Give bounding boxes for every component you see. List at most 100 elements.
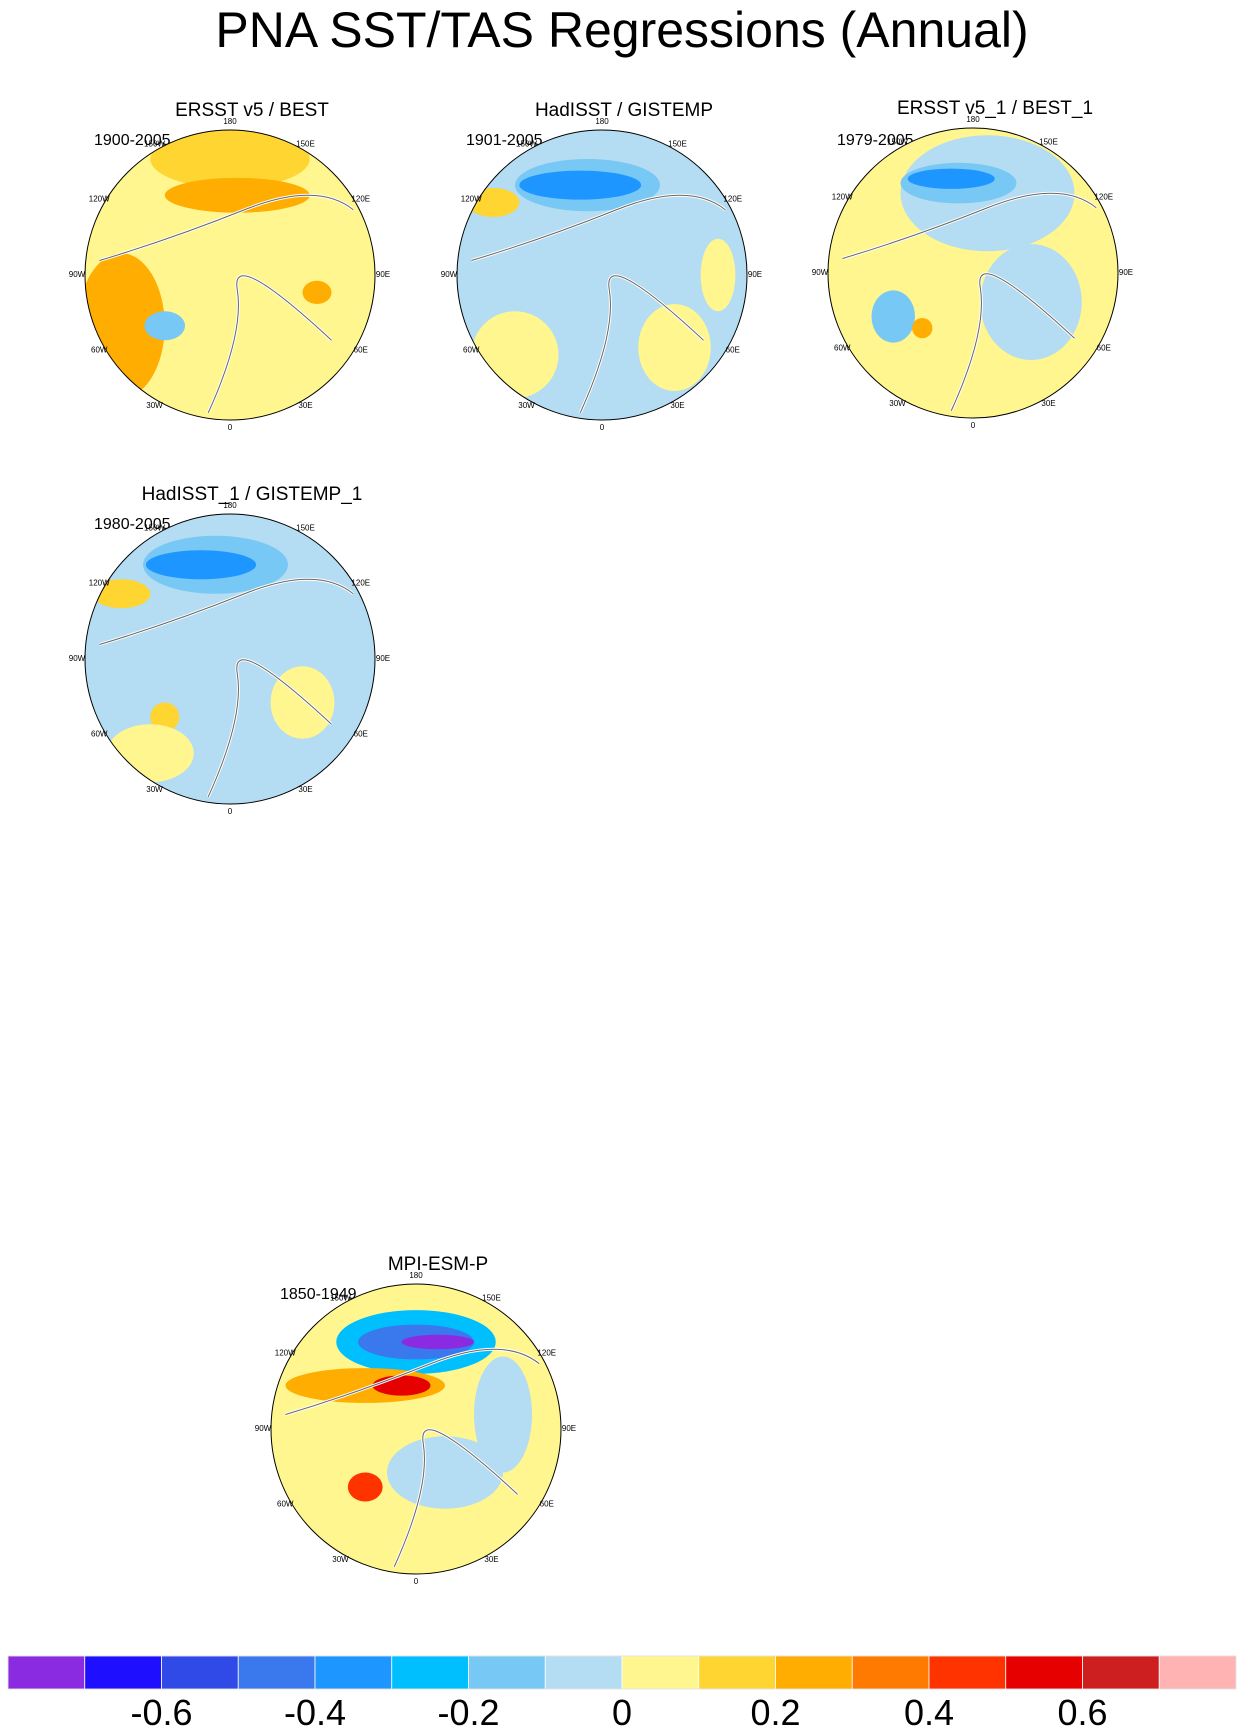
colorbar-swatch xyxy=(7,1655,86,1690)
colorbar-swatch xyxy=(851,1655,930,1690)
field-anomaly xyxy=(270,666,335,739)
map-border xyxy=(827,127,1119,419)
polar-map: 180 150E 120E 90E 60E 30E 0 30W 60W 90W 120W 150W xyxy=(69,117,390,432)
longitude-label: 150W xyxy=(330,1293,351,1302)
panel-title: HadISST / GISTEMP xyxy=(534,100,714,121)
coastline xyxy=(207,275,332,413)
colorbar-tick-label: -0.4 xyxy=(284,1692,346,1726)
longitude-label: 120E xyxy=(723,195,742,204)
longitude-label: 30E xyxy=(298,401,312,410)
longitude-label: 120E xyxy=(351,579,370,588)
colorbar-swatch xyxy=(621,1655,700,1690)
longitude-label: 90W xyxy=(69,654,86,663)
field-anomaly xyxy=(871,290,915,343)
longitude-label: 0 xyxy=(600,423,605,432)
field-anomaly xyxy=(150,130,310,188)
longitude-label: 150E xyxy=(296,523,315,532)
longitude-label: 60E xyxy=(354,730,368,739)
coastline xyxy=(393,1429,518,1567)
longitude-label: 180 xyxy=(595,117,609,126)
longitude-label: 150E xyxy=(1039,137,1058,146)
map-border xyxy=(84,513,376,805)
field-anomaly xyxy=(700,238,736,312)
panel-title: HadISST_1 / GISTEMP_1 xyxy=(141,484,363,505)
longitude-label: 60E xyxy=(1097,344,1111,353)
map-panel: MPI-ESM-P 1850-1949 180 150E 120E 90E 60E 30E… xyxy=(255,1254,618,1624)
longitude-label: 180 xyxy=(409,1271,423,1280)
longitude-label: 30E xyxy=(484,1555,498,1564)
colorbar-tick-label: -0.6 xyxy=(130,1692,192,1726)
coastline xyxy=(99,578,354,645)
map-panel: ERSST v5_1 / BEST_1 1979-2005 180 150E 120… xyxy=(812,98,1175,468)
longitude-label: 150W xyxy=(144,523,165,532)
colorbar: -0.6 -0.4 -0.2 0 0.2 0.4 0.6 xyxy=(0,1640,1244,1726)
field-anomaly xyxy=(401,1334,474,1350)
field-anomaly xyxy=(92,579,151,609)
field-layer xyxy=(457,130,747,420)
longitude-label: 120W xyxy=(275,1349,296,1358)
polar-map: 180 150E 120E 90E 60E 30E 0 30W 60W 90W 120W 150W xyxy=(255,1271,576,1586)
colorbar-swatch xyxy=(698,1655,776,1690)
longitude-label: 120E xyxy=(1094,193,1113,202)
longitude-label: 60W xyxy=(91,346,108,355)
longitude-label: 90E xyxy=(1119,268,1133,277)
field-anomaly xyxy=(150,702,180,732)
longitude-label: 150W xyxy=(887,137,908,146)
panel-period: 1980-2005 xyxy=(94,516,171,533)
field-anomaly xyxy=(302,280,332,304)
longitude-label: 60W xyxy=(277,1500,294,1509)
panel-period: 1979-2005 xyxy=(837,132,914,149)
longitude-label: 0 xyxy=(971,421,976,430)
longitude-label: 120E xyxy=(351,195,370,204)
colorbar-tick-label: -0.2 xyxy=(437,1692,499,1726)
field-anomaly xyxy=(144,311,186,341)
field-layer xyxy=(828,128,1118,418)
longitude-label: 150W xyxy=(516,139,537,148)
longitude-label: 150E xyxy=(296,139,315,148)
colorbar-swatch xyxy=(928,1655,1007,1690)
coastline xyxy=(207,659,332,797)
colorbar-tick-label: 0.4 xyxy=(904,1692,954,1726)
panel-title: ERSST v5 / BEST xyxy=(175,100,329,121)
map-panel: ERSST v5 / BEST 1900-2005 180 150E 120E 90E… xyxy=(69,100,432,470)
longitude-label: 60E xyxy=(354,346,368,355)
longitude-label: 60W xyxy=(463,346,480,355)
colorbar-swatch xyxy=(84,1655,162,1690)
longitude-label: 30W xyxy=(332,1555,349,1564)
longitude-label: 90W xyxy=(441,270,458,279)
longitude-label: 60W xyxy=(834,344,851,353)
map-border xyxy=(84,129,376,421)
colorbar-tick-label: 0.2 xyxy=(750,1692,800,1726)
longitude-label: 30E xyxy=(1041,399,1055,408)
map-panel: HadISST / GISTEMP 1901-2005 180 150E 120E 9… xyxy=(441,100,804,470)
longitude-label: 60E xyxy=(726,346,740,355)
field-anomaly xyxy=(907,168,995,189)
polar-map: 180 150E 120E 90E 60E 30E 0 30W 60W 90W 120W 150W xyxy=(812,115,1133,430)
field-anomaly xyxy=(372,1375,431,1396)
field-layer xyxy=(85,514,375,804)
coastline xyxy=(842,192,1097,259)
coastline xyxy=(579,275,704,413)
longitude-label: 180 xyxy=(223,501,237,510)
longitude-label: 30W xyxy=(146,401,163,410)
panel-title: ERSST v5_1 / BEST_1 xyxy=(896,98,1094,119)
field-anomaly xyxy=(145,550,257,580)
longitude-label: 90W xyxy=(812,268,829,277)
field-layer xyxy=(271,1284,561,1574)
longitude-label: 30W xyxy=(146,785,163,794)
map-border xyxy=(456,129,748,421)
field-anomaly xyxy=(912,317,933,339)
longitude-label: 30E xyxy=(298,785,312,794)
longitude-label: 120W xyxy=(89,195,110,204)
coastline xyxy=(950,273,1075,411)
coastline xyxy=(471,194,726,261)
longitude-label: 0 xyxy=(228,807,233,816)
colorbar-swatch xyxy=(544,1655,623,1690)
longitude-label: 30E xyxy=(670,401,684,410)
longitude-label: 90E xyxy=(376,654,390,663)
colorbar-tick-label: 0 xyxy=(612,1692,632,1726)
panel-title: MPI-ESM-P xyxy=(387,1254,489,1275)
map-border xyxy=(270,1283,562,1575)
colorbar-swatch xyxy=(161,1655,239,1690)
field-layer xyxy=(85,130,375,420)
